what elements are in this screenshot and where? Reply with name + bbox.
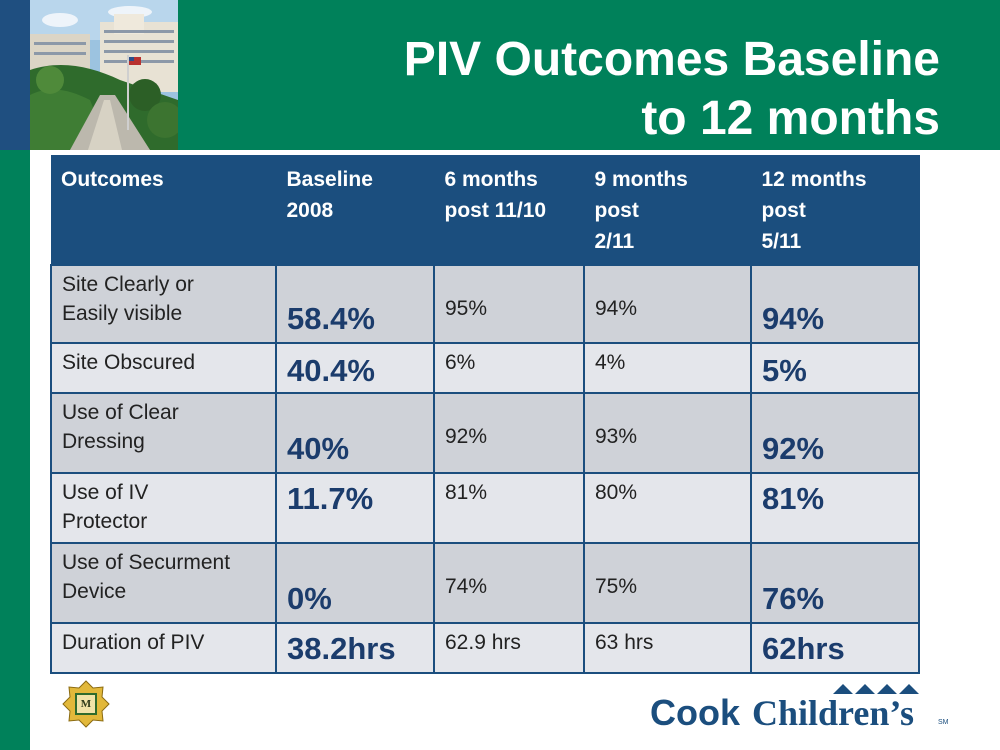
6-months-value: 74% [433, 542, 585, 624]
header-6-months-line-1: 6 months [444, 168, 538, 191]
badge-letter: M [81, 698, 92, 710]
table-row: Use of Securment Device 0% 74% 75% 76% [50, 542, 920, 624]
row-label-line: Dressing [62, 430, 145, 453]
12-months-value: 5% [750, 342, 920, 394]
row-label: Site Clearly or Easily visible [50, 264, 277, 344]
baseline-value: 40.4% [275, 342, 435, 394]
cook-childrens-logo: Cook Children’s SM [650, 680, 950, 733]
9-months-value: 63 hrs [583, 622, 752, 674]
9-months-value: 75% [583, 542, 752, 624]
header-outcomes: Outcomes [51, 155, 277, 265]
table-row: Use of IV Protector 11.7% 81% 80% 81% [50, 472, 920, 544]
header-outcomes-line: Outcomes [61, 168, 164, 191]
baseline-value: 0% [275, 542, 435, 624]
header-12-months-line-1: 12 months [761, 168, 867, 191]
12-months-value: 94% [750, 264, 920, 344]
row-label-line: Duration of PIV [62, 631, 205, 654]
slide-title-line-2: to 12 months [641, 92, 940, 145]
brand-name-childrens: Children’s [752, 693, 914, 730]
9-months-value: 80% [583, 472, 752, 544]
row-label-line: Site Obscured [62, 351, 196, 374]
blue-accent-block [0, 0, 30, 150]
12-months-value: 92% [750, 392, 920, 474]
9-months-value: 93% [583, 392, 752, 474]
outcomes-table-container: Outcomes Baseline 2008 6 months post 11/… [50, 155, 920, 674]
header-6-months-line-2: post 11/10 [444, 199, 547, 222]
header-12-months-line-2: post [761, 199, 806, 222]
row-label-line: Use of IV [62, 481, 149, 504]
row-label: Use of IV Protector [50, 472, 277, 544]
row-label-line: Site Clearly or [62, 273, 194, 296]
12-months-value: 81% [750, 472, 920, 544]
table-row: Site Obscured 40.4% 6% 4% 5% [50, 342, 920, 394]
brand-name-cook: Cook [650, 692, 741, 730]
6-months-value: 92% [433, 392, 585, 474]
row-label-line: Use of Clear [62, 401, 179, 424]
header-band [30, 0, 1000, 150]
slide-title: PIV Outcomes Baseline to 12 months [300, 30, 940, 148]
baseline-value: 38.2hrs [275, 622, 435, 674]
9-months-value: 94% [583, 264, 752, 344]
row-label-line: Use of Securment [62, 551, 231, 574]
12-months-value: 76% [750, 542, 920, 624]
hospital-photo [30, 0, 178, 150]
slide-title-line-1: PIV Outcomes Baseline [403, 33, 940, 86]
header-12-months: 12 months post 5/11 [751, 155, 920, 265]
house-roofs-icon [833, 684, 919, 694]
table-header-row: Outcomes Baseline 2008 6 months post 11/… [51, 155, 920, 265]
header-12-months-line-3: 5/11 [761, 230, 802, 253]
row-label-line: Device [62, 580, 127, 603]
9-months-value: 4% [583, 342, 752, 394]
6-months-value: 62.9 hrs [433, 622, 585, 674]
6-months-value: 95% [433, 264, 585, 344]
6-months-value: 6% [433, 342, 585, 394]
12-months-value: 62hrs [750, 622, 920, 674]
service-mark: SM [938, 719, 949, 726]
row-label: Use of Securment Device [50, 542, 277, 624]
header-9-months-line-3: 2/11 [594, 230, 635, 253]
table-row: Site Clearly or Easily visible 58.4% 95%… [50, 264, 920, 344]
header-9-months-line-2: post [594, 199, 639, 222]
row-label-line: Protector [62, 510, 148, 533]
table-row: Use of Clear Dressing 40% 92% 93% 92% [50, 392, 920, 474]
header-9-months: 9 months post 2/11 [584, 155, 752, 265]
row-label-line: Easily visible [62, 302, 183, 325]
row-label: Duration of PIV [50, 622, 277, 674]
header-baseline-line-2: 2008 [286, 199, 334, 222]
row-label: Use of Clear Dressing [50, 392, 277, 474]
baseline-value: 11.7% [275, 472, 435, 544]
magnet-badge-logo: M [62, 680, 110, 728]
header-baseline-line-1: Baseline [286, 168, 373, 191]
table-row: Duration of PIV 38.2hrs 62.9 hrs 63 hrs … [50, 622, 920, 674]
header-9-months-line-1: 9 months [594, 168, 688, 191]
header-baseline: Baseline 2008 [276, 155, 435, 265]
6-months-value: 81% [433, 472, 585, 544]
row-label: Site Obscured [50, 342, 277, 394]
baseline-value: 40% [275, 392, 435, 474]
outcomes-table: Outcomes Baseline 2008 6 months post 11/… [50, 155, 920, 674]
header-6-months: 6 months post 11/10 [434, 155, 585, 265]
baseline-value: 58.4% [275, 264, 435, 344]
